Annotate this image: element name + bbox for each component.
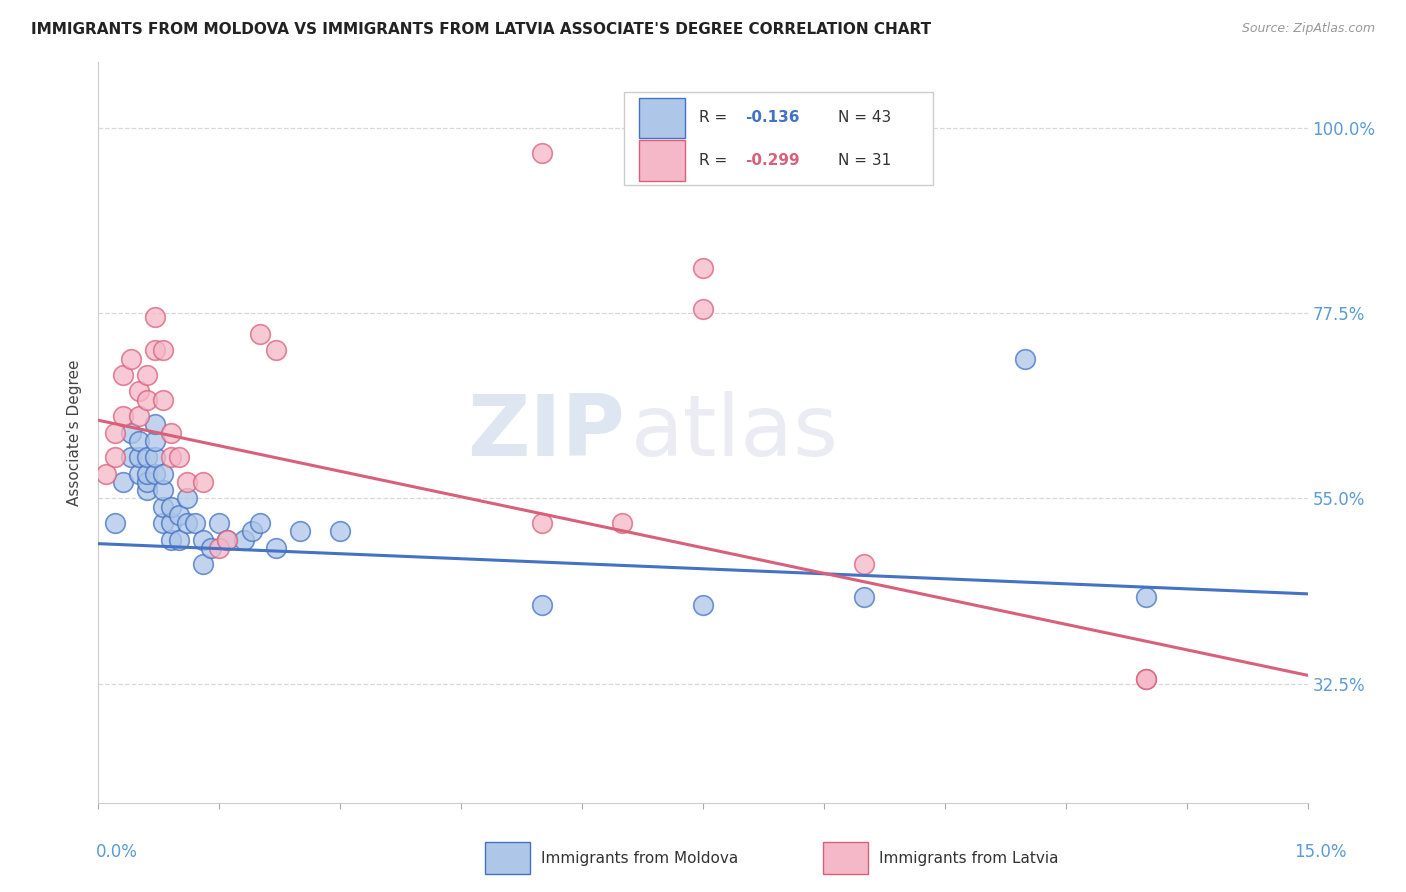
Point — [264, 343, 287, 358]
Text: R =: R = — [699, 111, 733, 126]
Point — [135, 450, 157, 465]
Point — [853, 590, 876, 604]
Point — [111, 368, 134, 382]
Point — [176, 475, 198, 489]
Point — [1135, 590, 1157, 604]
Text: R =: R = — [699, 153, 733, 168]
Point — [143, 467, 166, 481]
Point — [152, 516, 174, 530]
Point — [160, 533, 183, 547]
Text: ZIP: ZIP — [467, 391, 624, 475]
Point — [217, 533, 239, 547]
Point — [249, 326, 271, 341]
FancyBboxPatch shape — [638, 140, 685, 181]
Point — [193, 533, 215, 547]
Point — [232, 533, 254, 547]
Point — [329, 524, 352, 539]
Point — [135, 483, 157, 498]
Point — [167, 450, 190, 465]
Text: Immigrants from Moldova: Immigrants from Moldova — [541, 851, 738, 865]
Point — [853, 558, 876, 572]
Point — [143, 310, 166, 325]
Point — [240, 524, 263, 539]
Point — [612, 516, 634, 530]
Point — [128, 384, 150, 399]
Point — [152, 392, 174, 407]
Point — [530, 599, 553, 613]
Point — [111, 475, 134, 489]
Point — [160, 425, 183, 440]
Point — [152, 483, 174, 498]
Text: N = 31: N = 31 — [838, 153, 891, 168]
Text: Immigrants from Latvia: Immigrants from Latvia — [879, 851, 1059, 865]
FancyBboxPatch shape — [638, 97, 685, 138]
Point — [692, 261, 714, 276]
Text: N = 43: N = 43 — [838, 111, 891, 126]
Text: 0.0%: 0.0% — [96, 843, 138, 861]
Point — [1135, 673, 1157, 687]
Point — [152, 467, 174, 481]
Text: atlas: atlas — [630, 391, 838, 475]
Point — [200, 541, 222, 555]
Point — [103, 516, 125, 530]
Point — [135, 467, 157, 481]
Point — [128, 434, 150, 448]
Point — [143, 450, 166, 465]
Point — [160, 500, 183, 514]
Point — [103, 425, 125, 440]
Point — [120, 450, 142, 465]
Point — [184, 516, 207, 530]
Point — [208, 516, 231, 530]
Point — [288, 524, 311, 539]
Point — [152, 500, 174, 514]
Point — [96, 467, 118, 481]
Point — [152, 343, 174, 358]
Point — [692, 599, 714, 613]
Point — [120, 351, 142, 366]
Point — [128, 409, 150, 424]
Point — [143, 434, 166, 448]
Y-axis label: Associate's Degree: Associate's Degree — [67, 359, 83, 506]
Point — [176, 516, 198, 530]
FancyBboxPatch shape — [624, 92, 932, 185]
Point — [249, 516, 271, 530]
Point — [264, 541, 287, 555]
Point — [120, 425, 142, 440]
Text: IMMIGRANTS FROM MOLDOVA VS IMMIGRANTS FROM LATVIA ASSOCIATE'S DEGREE CORRELATION: IMMIGRANTS FROM MOLDOVA VS IMMIGRANTS FR… — [31, 22, 931, 37]
Point — [135, 368, 157, 382]
Point — [128, 467, 150, 481]
Text: -0.136: -0.136 — [745, 111, 800, 126]
Point — [143, 417, 166, 432]
Text: 15.0%: 15.0% — [1295, 843, 1347, 861]
Point — [193, 558, 215, 572]
Point — [167, 508, 190, 522]
Point — [135, 475, 157, 489]
Point — [1014, 351, 1036, 366]
Point — [103, 450, 125, 465]
Point — [530, 145, 553, 160]
Point — [143, 343, 166, 358]
Point — [111, 409, 134, 424]
Point — [1135, 673, 1157, 687]
Point — [160, 450, 183, 465]
Point — [217, 533, 239, 547]
Text: -0.299: -0.299 — [745, 153, 800, 168]
Point — [167, 533, 190, 547]
Point — [193, 475, 215, 489]
Point — [128, 450, 150, 465]
Point — [692, 302, 714, 317]
Point — [208, 541, 231, 555]
Point — [530, 516, 553, 530]
Point — [135, 392, 157, 407]
Point — [176, 491, 198, 506]
Point — [160, 516, 183, 530]
Text: Source: ZipAtlas.com: Source: ZipAtlas.com — [1241, 22, 1375, 36]
